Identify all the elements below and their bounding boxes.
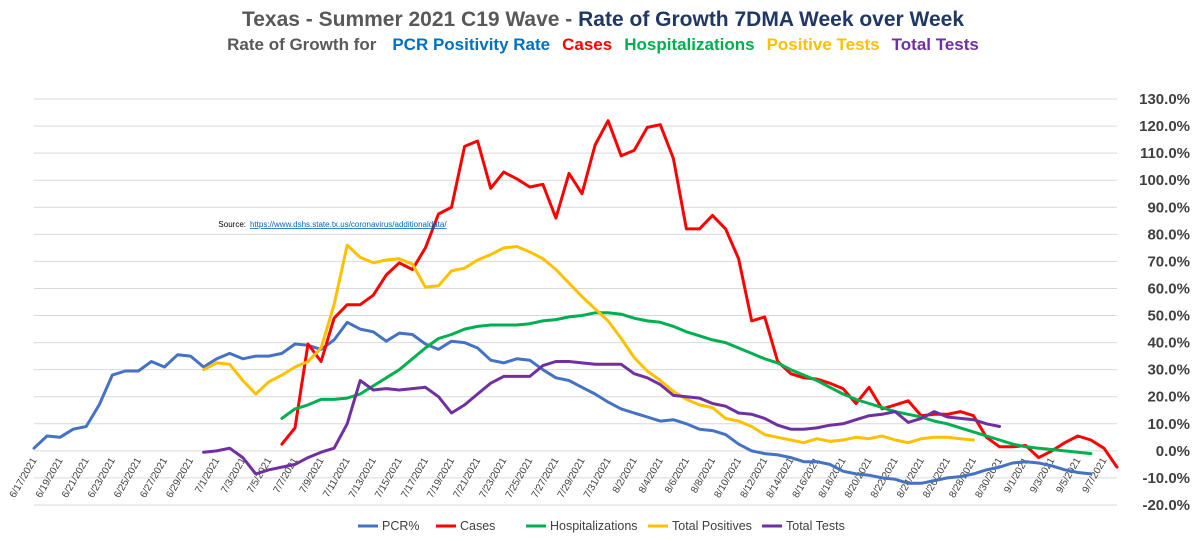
- x-tick-label: 7/5/2021: [245, 456, 274, 496]
- x-tick-label: 9/5/2021: [1054, 456, 1083, 496]
- y-tick-label: 0.0%: [1156, 443, 1190, 460]
- y-tick-label: 80.0%: [1147, 226, 1190, 243]
- series-line-total-positives: [202, 243, 975, 445]
- x-tick-label: 8/8/2021: [689, 456, 718, 496]
- x-tick-label: 8/4/2021: [637, 456, 666, 496]
- series-line-cases: [280, 119, 1119, 469]
- y-tick-label: 130.0%: [1139, 91, 1190, 108]
- legend: PCR% Cases Hospitalizations Total Positives…: [358, 519, 845, 533]
- subtitle-item: Total Tests: [892, 35, 979, 54]
- subtitle-item: Cases: [562, 35, 612, 54]
- subtitle-item: Positive Tests: [767, 35, 880, 54]
- source-label: Source:: [218, 220, 246, 229]
- y-tick-label: -20.0%: [1142, 497, 1190, 514]
- legend-label: Total Tests: [786, 519, 845, 533]
- y-tick-label: 30.0%: [1147, 362, 1190, 379]
- chart-title-prefix: Texas - Summer 2021 C19 Wave -: [242, 8, 578, 31]
- chart-title: Texas - Summer 2021 C19 Wave - Rate of G…: [242, 8, 964, 31]
- y-tick-label: 110.0%: [1140, 145, 1190, 162]
- x-tick-label: 8/2/2021: [611, 456, 640, 496]
- y-tick-label: 90.0%: [1147, 199, 1190, 216]
- legend-label: Cases: [460, 519, 495, 533]
- gridlines: [34, 98, 1117, 506]
- y-tick-label: -10.0%: [1142, 470, 1190, 487]
- legend-label: Total Positives: [672, 519, 752, 533]
- subtitle-lead: Rate of Growth for: [227, 35, 377, 54]
- subtitle-item: Hospitalizations: [624, 35, 754, 54]
- legend-label: PCR%: [382, 519, 420, 533]
- series-line-total-tests: [202, 360, 1002, 476]
- y-tick-label: 120.0%: [1139, 118, 1190, 135]
- x-tick-label: 8/6/2021: [663, 456, 692, 496]
- x-tick-label: 7/1/2021: [193, 456, 222, 496]
- chart-subtitle: Rate of Growth for PCR Positivity Rate Cas…: [227, 35, 979, 54]
- y-tick-label: 20.0%: [1147, 389, 1190, 406]
- chart-title-suffix: 7DMA Week over Week: [729, 8, 965, 31]
- source-annotation: Source: https://www.dshs.state.tx.us/cor…: [218, 220, 447, 229]
- y-tick-label: 100.0%: [1139, 172, 1190, 189]
- y-tick-label: 40.0%: [1147, 335, 1190, 352]
- series-line-pcr: [32, 320, 1093, 485]
- chart-title-highlight: Rate of Growth: [578, 8, 729, 31]
- series-lines: [32, 119, 1119, 485]
- y-tick-label: 10.0%: [1147, 416, 1190, 433]
- legend-label: Hospitalizations: [550, 519, 638, 533]
- y-tick-label: 70.0%: [1147, 253, 1190, 270]
- x-tick-label: 7/7/2021: [272, 456, 301, 496]
- series-line-hospitalizations: [280, 311, 1093, 456]
- y-axis-tick-labels: 130.0% 120.0% 110.0% 100.0% 90.0% 80.0% 70.0% 6…: [1139, 91, 1190, 514]
- y-tick-label: 50.0%: [1147, 308, 1190, 325]
- x-tick-label: 9/7/2021: [1081, 456, 1110, 496]
- y-tick-label: 60.0%: [1147, 280, 1190, 297]
- source-link[interactable]: https://www.dshs.state.tx.us/coronavirus…: [250, 220, 447, 229]
- subtitle-item: PCR Positivity Rate: [392, 35, 550, 54]
